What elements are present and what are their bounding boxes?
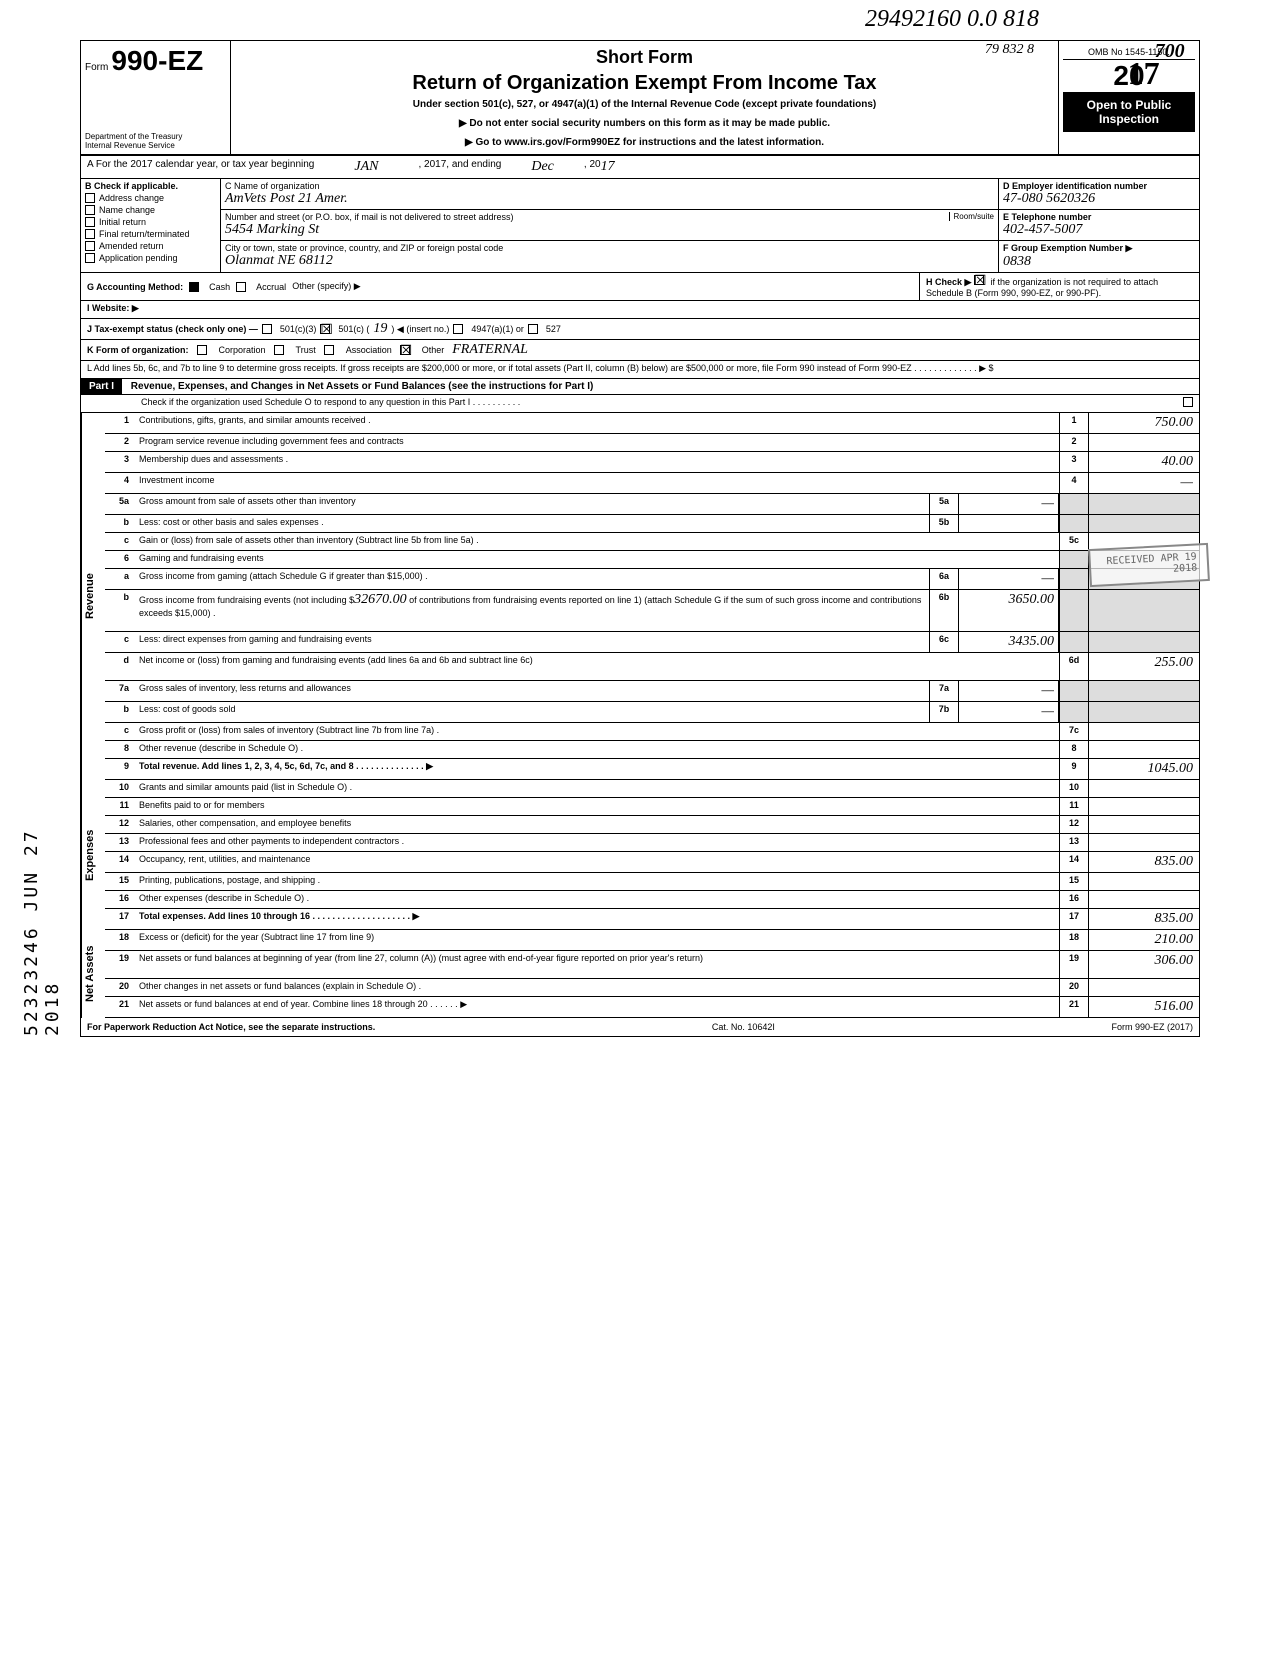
part1-label: Part I xyxy=(81,379,122,394)
hand-700: 700 xyxy=(1155,40,1185,63)
right-header: OMB No 1545-1150. 2017 700 Open to Publi… xyxy=(1059,41,1199,154)
cb-501c3[interactable] xyxy=(262,324,272,334)
cb-accrual[interactable] xyxy=(236,282,246,292)
revenue-side-label: Revenue xyxy=(81,413,105,780)
expenses-section: Expenses 10Grants and similar amounts pa… xyxy=(81,780,1199,930)
part1-check: Check if the organization used Schedule … xyxy=(81,395,1199,413)
org-name-value[interactable]: AmVets Post 21 Amer. xyxy=(225,191,994,207)
row-l: L Add lines 5b, 6c, and 7b to line 9 to … xyxy=(81,361,1199,379)
col-c: C Name of organization AmVets Post 21 Am… xyxy=(221,179,999,272)
received-stamp: RECEIVED APR 19 2018 xyxy=(1088,543,1210,587)
ein-label: D Employer identification number xyxy=(1003,181,1195,191)
end-year[interactable]: 17 xyxy=(601,159,615,175)
org-name-row: C Name of organization AmVets Post 21 Am… xyxy=(221,179,998,210)
sub-title: Under section 501(c), 527, or 4947(a)(1)… xyxy=(237,99,1052,110)
form-prefix: Form xyxy=(85,62,108,73)
form-label-box: Form 990-EZ Department of the Treasury I… xyxy=(81,41,231,154)
room-suite-label: Room/suite xyxy=(949,212,994,221)
top-stamp: 29492160 0.0 818 79 832 8 xyxy=(865,6,1039,60)
side-date-stamp: 52323246 JUN 27 2018 xyxy=(21,791,63,1036)
cb-pending[interactable]: Application pending xyxy=(85,253,216,263)
row-a: A For the 2017 calendar year, or tax yea… xyxy=(81,156,1199,179)
row-i: I Website: ▶ xyxy=(81,301,1199,319)
phone-row: E Telephone number 402-457-5007 xyxy=(999,210,1199,241)
cb-initial-return[interactable]: Initial return xyxy=(85,217,216,227)
row-a-mid: , 2017, and ending xyxy=(418,159,501,175)
begin-date[interactable]: JAN xyxy=(354,159,378,175)
group-row: F Group Exemption Number ▶ 0838 xyxy=(999,241,1199,272)
city-label: City or town, state or province, country… xyxy=(225,243,994,253)
g-label: G Accounting Method: xyxy=(87,282,183,292)
cb-assoc[interactable] xyxy=(324,345,334,355)
phone-label: E Telephone number xyxy=(1003,212,1195,222)
col-b-title: B Check if applicable. xyxy=(85,181,216,191)
tax-year: 2017 700 xyxy=(1113,60,1144,92)
cb-trust[interactable] xyxy=(274,345,284,355)
other-org-value[interactable]: FRATERNAL xyxy=(452,342,528,358)
city-value[interactable]: Olanmat NE 68112 xyxy=(225,253,994,269)
501c-number[interactable]: 19 xyxy=(373,321,387,337)
ein-value[interactable]: 47-080 5620326 xyxy=(1003,191,1195,207)
netassets-section: Net Assets 18Excess or (deficit) for the… xyxy=(81,930,1199,1018)
row-k: K Form of organization: Corporation Trus… xyxy=(81,340,1199,361)
instr1: ▶ Do not enter social security numbers o… xyxy=(237,118,1052,129)
col-b: B Check if applicable. Address change Na… xyxy=(81,179,221,272)
row-g-h: G Accounting Method: Cash Accrual Other … xyxy=(81,273,1199,301)
footer-mid: Cat. No. 10642I xyxy=(712,1022,775,1032)
row-a-end2: , 20 xyxy=(584,159,601,175)
cb-schedule-o[interactable] xyxy=(1183,397,1193,407)
row-a-label: A For the 2017 calendar year, or tax yea… xyxy=(87,159,314,175)
cb-name-change[interactable]: Name change xyxy=(85,205,216,215)
instr2: ▶ Go to www.irs.gov/Form990EZ for instru… xyxy=(237,137,1052,148)
city-row: City or town, state or province, country… xyxy=(221,241,998,271)
cb-cash[interactable] xyxy=(189,282,199,292)
row-h: H Check ▶ ☒ if the organization is not r… xyxy=(919,273,1199,300)
cb-amended[interactable]: Amended return xyxy=(85,241,216,251)
cb-other-org[interactable]: ☒ xyxy=(400,345,410,355)
end-date[interactable]: Dec xyxy=(531,159,554,175)
ein-row: D Employer identification number 47-080 … xyxy=(999,179,1199,210)
part1-title: Revenue, Expenses, and Changes in Net As… xyxy=(125,379,600,394)
footer: For Paperwork Reduction Act Notice, see … xyxy=(81,1018,1199,1036)
section-bcdef: B Check if applicable. Address change Na… xyxy=(81,179,1199,273)
footer-left: For Paperwork Reduction Act Notice, see … xyxy=(87,1022,375,1032)
part1-header: Part I Revenue, Expenses, and Changes in… xyxy=(81,379,1199,395)
dept-text: Department of the Treasury Internal Reve… xyxy=(85,132,226,150)
j-label: J Tax-exempt status (check only one) — xyxy=(87,324,258,334)
main-title: Return of Organization Exempt From Incom… xyxy=(237,72,1052,95)
org-name-label: C Name of organization xyxy=(225,181,994,191)
phone-value[interactable]: 402-457-5007 xyxy=(1003,222,1195,238)
form-page: 29492160 0.0 818 79 832 8 Form 990-EZ De… xyxy=(80,40,1200,1037)
part1-check-text: Check if the organization used Schedule … xyxy=(81,395,1177,412)
addr-value[interactable]: 5454 Marking St xyxy=(225,222,994,238)
form-number: 990-EZ xyxy=(111,45,203,76)
website-label: I Website: ▶ xyxy=(87,303,139,313)
row-j: J Tax-exempt status (check only one) — 5… xyxy=(81,319,1199,340)
open-public-badge: Open to Public Inspection xyxy=(1063,92,1195,132)
l-text: L Add lines 5b, 6c, and 7b to line 9 to … xyxy=(81,361,1199,378)
col-de: D Employer identification number 47-080 … xyxy=(999,179,1199,272)
cb-4947[interactable] xyxy=(453,324,463,334)
k-label: K Form of organization: xyxy=(87,345,189,355)
cb-final-return[interactable]: Final return/terminated xyxy=(85,229,216,239)
footer-right: Form 990-EZ (2017) xyxy=(1111,1022,1193,1032)
group-value[interactable]: 0838 xyxy=(1003,254,1195,270)
cb-corp[interactable] xyxy=(197,345,207,355)
addr-label: Number and street (or P.O. box, if mail … xyxy=(225,212,994,222)
cb-address-change[interactable]: Address change xyxy=(85,193,216,203)
cb-527[interactable] xyxy=(528,324,538,334)
netassets-side-label: Net Assets xyxy=(81,930,105,1018)
group-label: F Group Exemption Number ▶ xyxy=(1003,243,1195,254)
revenue-section: Revenue 1Contributions, gifts, grants, a… xyxy=(81,413,1199,780)
addr-row: Number and street (or P.O. box, if mail … xyxy=(221,210,998,241)
expenses-side-label: Expenses xyxy=(81,780,105,930)
cb-501c[interactable]: ☒ xyxy=(320,324,330,334)
